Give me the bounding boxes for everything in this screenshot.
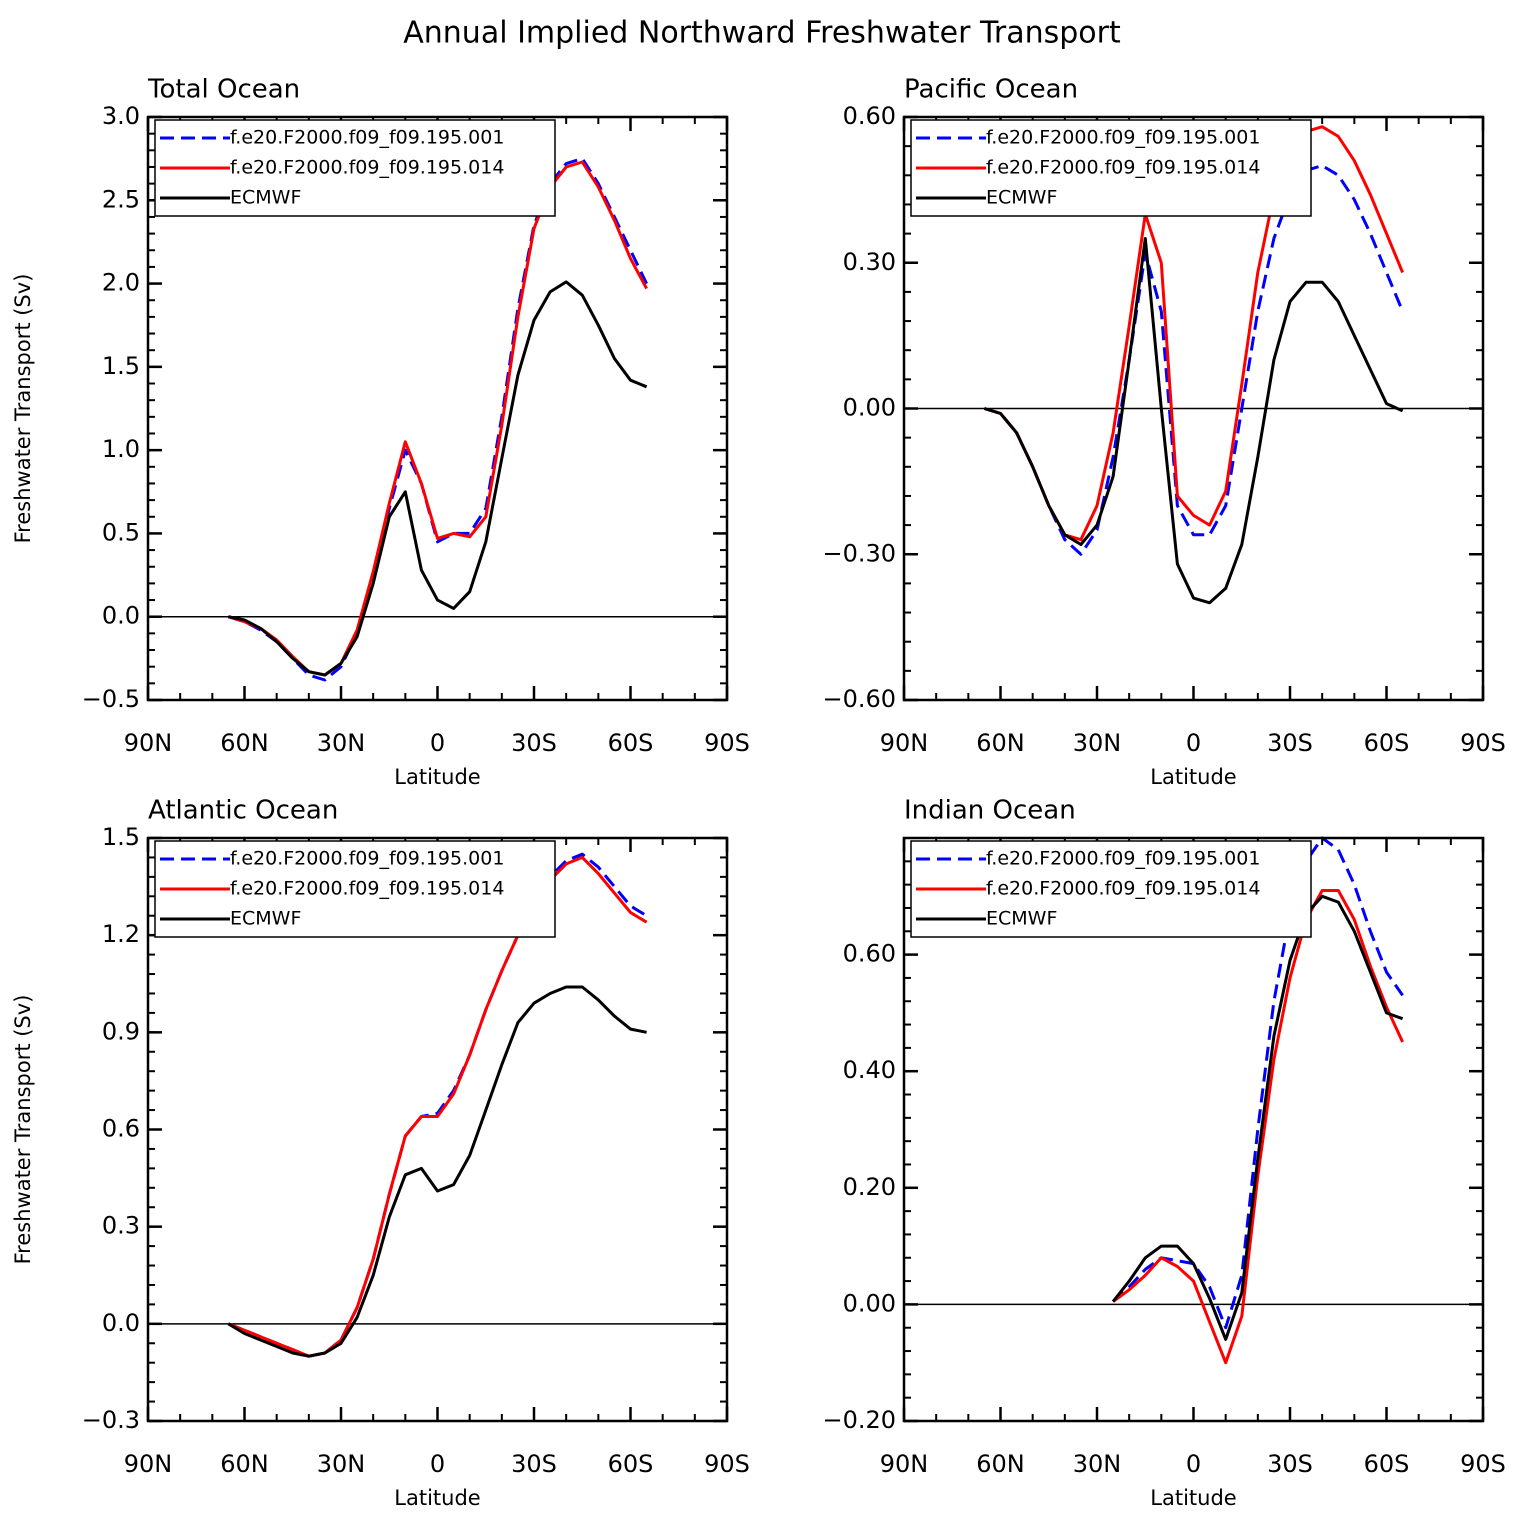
- x-tick-label: 60S: [1364, 1450, 1410, 1478]
- legend-label: f.e20.F2000.f09_f09.195.014: [230, 878, 504, 900]
- series-line: [227, 985, 647, 1358]
- series-line: [227, 157, 648, 682]
- legend-label: f.e20.F2000.f09_f09.195.014: [986, 157, 1260, 179]
- x-tick-label: 30N: [317, 729, 366, 757]
- series-line: [227, 855, 648, 1358]
- x-tick-label: 30S: [1267, 1450, 1313, 1478]
- x-tick-label: 60N: [220, 729, 269, 757]
- y-tick-label: 0.60: [843, 102, 896, 130]
- series-line: [228, 280, 648, 677]
- x-tick-label: 30S: [511, 729, 557, 757]
- y-tick-label: 0.20: [843, 1173, 896, 1201]
- x-axis-label: Latitude: [394, 1486, 480, 1510]
- x-tick-label: 30N: [317, 1450, 366, 1478]
- legend-label: f.e20.F2000.f09_f09.195.014: [230, 157, 504, 179]
- x-tick-label: 30S: [511, 1450, 557, 1478]
- y-tick-label: 2.5: [102, 185, 140, 213]
- x-tick-label: 60S: [1364, 729, 1410, 757]
- x-tick-label: 30S: [1267, 729, 1313, 757]
- series-line: [983, 164, 1404, 556]
- y-tick-label: −0.20: [822, 1406, 896, 1434]
- x-tick-label: 0: [430, 729, 445, 757]
- figure-title: Annual Implied Northward Freshwater Tran…: [403, 16, 1121, 51]
- x-tick-label: 90N: [880, 729, 929, 757]
- y-tick-label: 0.9: [102, 1017, 140, 1045]
- legend-label: f.e20.F2000.f09_f09.195.001: [230, 127, 504, 149]
- x-tick-label: 90N: [124, 1450, 173, 1478]
- legend-label: f.e20.F2000.f09_f09.195.014: [986, 878, 1260, 900]
- legend-label: ECMWF: [230, 908, 301, 930]
- legend-label: f.e20.F2000.f09_f09.195.001: [986, 848, 1260, 870]
- series-line: [983, 237, 1404, 605]
- legend-label: ECMWF: [986, 187, 1057, 209]
- y-tick-label: 0.60: [843, 940, 896, 968]
- x-tick-label: 0: [430, 1450, 445, 1478]
- x-tick-label: 90N: [880, 1450, 929, 1478]
- y-tick-label: −0.60: [822, 685, 896, 713]
- legend-label: f.e20.F2000.f09_f09.195.001: [230, 848, 504, 870]
- panel-title: Atlantic Ocean: [148, 796, 338, 826]
- y-tick-label: 2.0: [102, 269, 140, 297]
- series-line: [1112, 889, 1404, 1365]
- x-tick-label: 60N: [220, 1450, 269, 1478]
- y-tick-label: −0.5: [82, 685, 140, 713]
- y-tick-label: 0.0: [102, 602, 140, 630]
- y-axis-label: Freshwater Transport (Sv): [11, 995, 35, 1265]
- panel-title: Total Ocean: [147, 75, 300, 105]
- y-axis-label: Freshwater Transport (Sv): [11, 274, 35, 544]
- legend-label: f.e20.F2000.f09_f09.195.001: [986, 127, 1260, 149]
- x-tick-label: 60S: [608, 729, 654, 757]
- series-line: [1111, 894, 1404, 1341]
- y-tick-label: 0.5: [102, 518, 140, 546]
- y-tick-label: 0.00: [843, 394, 896, 422]
- y-tick-label: 3.0: [102, 102, 140, 130]
- x-tick-label: 30N: [1073, 729, 1122, 757]
- x-tick-label: 90S: [704, 1450, 750, 1478]
- y-tick-label: 0.0: [102, 1309, 140, 1337]
- y-tick-label: 0.6: [102, 1115, 140, 1143]
- legend-label: ECMWF: [986, 908, 1057, 930]
- y-tick-label: 0.3: [102, 1212, 140, 1240]
- x-axis-label: Latitude: [1150, 1486, 1236, 1510]
- y-tick-label: 0.40: [843, 1056, 896, 1084]
- x-tick-label: 90S: [1460, 729, 1506, 757]
- y-tick-label: 1.0: [102, 435, 140, 463]
- x-tick-label: 90S: [1460, 1450, 1506, 1478]
- y-tick-label: 1.5: [102, 823, 140, 851]
- x-tick-label: 0: [1186, 1450, 1201, 1478]
- x-tick-label: 90S: [704, 729, 750, 757]
- x-tick-label: 60S: [608, 1450, 654, 1478]
- panel-title: Pacific Ocean: [904, 75, 1078, 105]
- x-axis-label: Latitude: [394, 765, 480, 789]
- y-tick-label: 0.30: [843, 248, 896, 276]
- panel-title: Indian Ocean: [904, 796, 1076, 826]
- x-tick-label: 90N: [124, 729, 173, 757]
- y-tick-label: −0.30: [822, 539, 896, 567]
- y-tick-label: 1.5: [102, 352, 140, 380]
- x-tick-label: 60N: [976, 729, 1025, 757]
- y-tick-label: 1.2: [102, 920, 140, 948]
- x-tick-label: 60N: [976, 1450, 1025, 1478]
- y-tick-label: −0.3: [82, 1406, 140, 1434]
- legend-label: ECMWF: [230, 187, 301, 209]
- x-tick-label: 0: [1186, 729, 1201, 757]
- y-tick-label: 0.00: [843, 1289, 896, 1317]
- x-axis-label: Latitude: [1150, 765, 1236, 789]
- x-tick-label: 30N: [1073, 1450, 1122, 1478]
